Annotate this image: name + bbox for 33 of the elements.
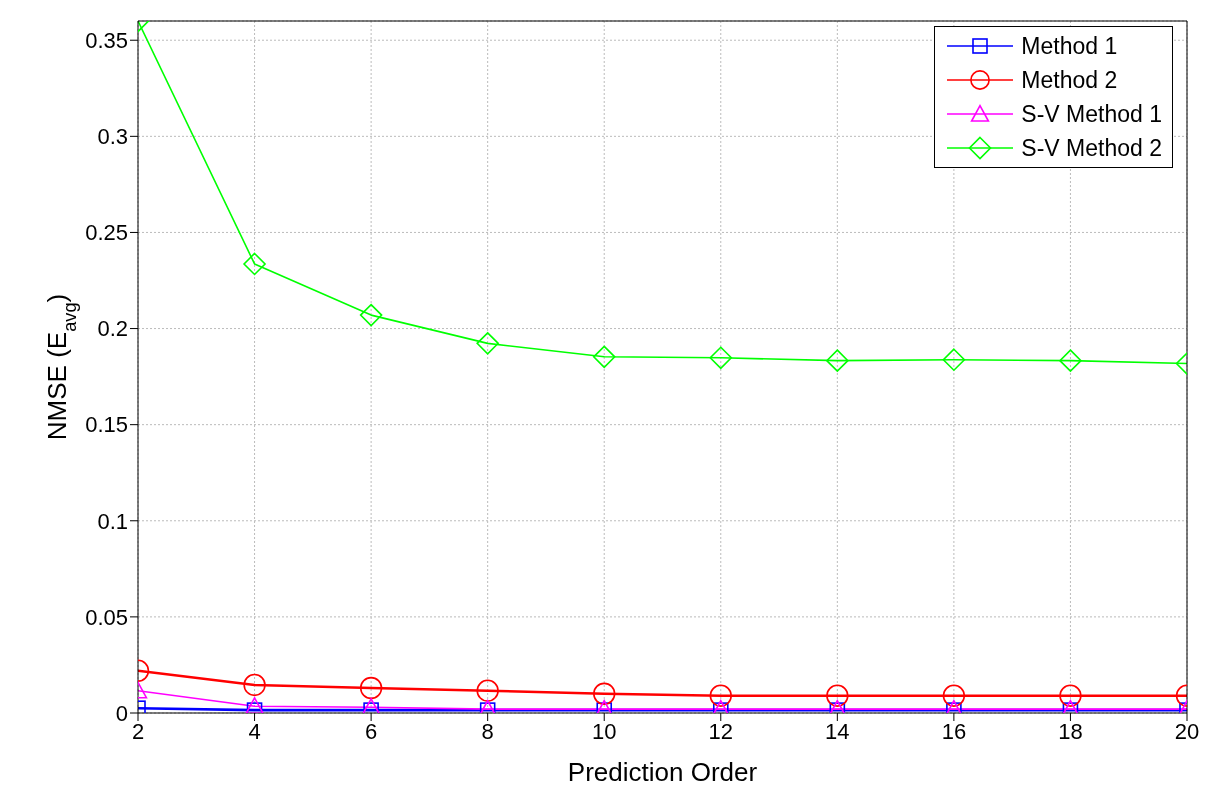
point [1059,349,1082,372]
y-tick-label: 0.35 [85,28,128,54]
y-tick-label: 0.2 [97,316,128,342]
legend-label: S-V Method 2 [1021,134,1162,162]
legend-label: S-V Method 1 [1021,100,1162,128]
point [359,303,383,327]
x-tick-label: 6 [364,718,378,744]
x-tick-label: 8 [481,718,494,744]
point [476,332,499,355]
x-tick-label: 12 [708,718,734,744]
y-tick-label: 0.1 [97,508,128,534]
point [709,346,733,370]
point [361,698,381,713]
point [243,252,266,276]
point [942,348,966,371]
x-tick-label: 16 [941,718,967,744]
point [592,345,616,369]
y-tick-label: 0 [115,700,128,726]
legend-label: Method 2 [1021,66,1118,94]
y-tick-label: 0.3 [97,124,128,150]
x-axis-title: Prediction Order [567,757,758,787]
point [826,349,849,372]
x-tick-label: 20 [1174,718,1200,744]
x-tick-label: 2 [131,718,145,744]
x-tick-label: 4 [248,718,261,744]
x-tick-label: 10 [591,718,617,744]
x-tick-label: 14 [825,718,850,744]
y-tick-label: 0.15 [85,412,128,438]
y-tick-label: 0.05 [85,604,128,630]
y-tick-label: 0.25 [85,220,128,246]
point [245,697,264,713]
legend-label: Method 1 [1021,32,1118,60]
x-tick-label: 18 [1058,718,1083,744]
